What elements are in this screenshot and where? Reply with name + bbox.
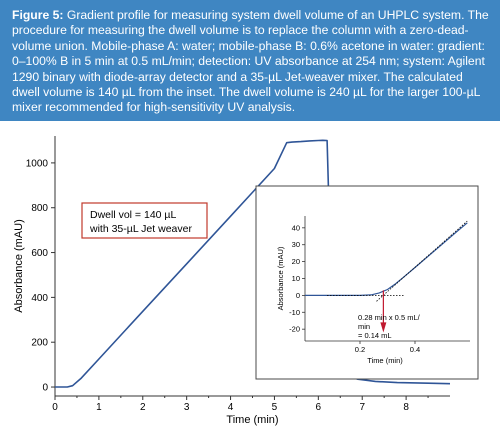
main-y-tick-label: 600 [31, 248, 48, 259]
main-x-tick-label: 0 [52, 402, 58, 413]
inset-y-tick-label: 30 [292, 240, 300, 249]
inset-axes: 0.2 0.4 -20 -10 0 10 20 30 40 Time (min) Absorbanc… [276, 216, 470, 365]
inset-tangent-dotted [376, 220, 468, 302]
inset-x-tick-label: 0.4 [410, 345, 420, 354]
inset-x-tick-label: 0.2 [355, 345, 365, 354]
caption-text: Gradient profile for measuring system dw… [12, 8, 489, 115]
main-y-tick-label: 1000 [26, 158, 49, 169]
inset-y-axis-label: Absorbance (mAU) [276, 246, 285, 310]
dwell-annotation-line-1: Dwell vol = 140 µL [90, 209, 176, 221]
inset-x-axis-label: Time (min) [367, 356, 403, 365]
plot-panel: 0 1 2 3 4 5 6 7 8 0 200 400 600 800 1000 Time (min) Abso… [0, 121, 500, 433]
main-x-tick-label: 7 [359, 402, 365, 413]
main-x-axis-label: Time (min) [226, 414, 278, 426]
inset-chart: 0.2 0.4 -20 -10 0 10 20 30 40 Time (min) Absorbanc… [255, 185, 479, 380]
main-x-tick-label: 4 [228, 402, 234, 413]
inset-plot [305, 220, 468, 333]
dwell-annotation-line-2: with 35-µL Jet weaver [89, 223, 192, 235]
main-y-tick-label: 200 [31, 338, 48, 349]
main-x-tick-label: 3 [184, 402, 190, 413]
inset-y-tick-label: 0 [296, 291, 300, 300]
inset-y-tick-label: -10 [289, 308, 300, 317]
main-x-tick-label: 1 [96, 402, 102, 413]
inset-y-tick-label: -20 [289, 325, 300, 334]
main-x-tick-label: 2 [140, 402, 146, 413]
inset-y-tick-label: 20 [292, 257, 300, 266]
inset-annotation-line-3: = 0.14 mL [358, 331, 392, 340]
figure-caption: Figure 5: Gradient profile for measuring… [0, 0, 500, 121]
dwell-annotation-box: Dwell vol = 140 µL with 35-µL Jet weaver [81, 202, 208, 239]
main-x-tick-label: 5 [272, 402, 278, 413]
inset-annotation-line-2: min [358, 322, 370, 331]
main-y-tick-label: 400 [31, 293, 48, 304]
inset-y-tick-label: 10 [292, 274, 300, 283]
inset-arrow-head [380, 322, 387, 333]
inset-annotation-line-1: 0.28 min x 0.5 mL/ [358, 313, 421, 322]
main-y-tick-label: 0 [42, 383, 48, 394]
main-x-tick-label: 6 [316, 402, 322, 413]
main-x-tick-label: 8 [403, 402, 409, 413]
inset-y-tick-label: 40 [292, 223, 300, 232]
main-y-axis-label: Absorbance (mAU) [13, 219, 25, 313]
caption-label: Figure 5: [12, 8, 64, 22]
main-y-tick-label: 800 [31, 203, 48, 214]
